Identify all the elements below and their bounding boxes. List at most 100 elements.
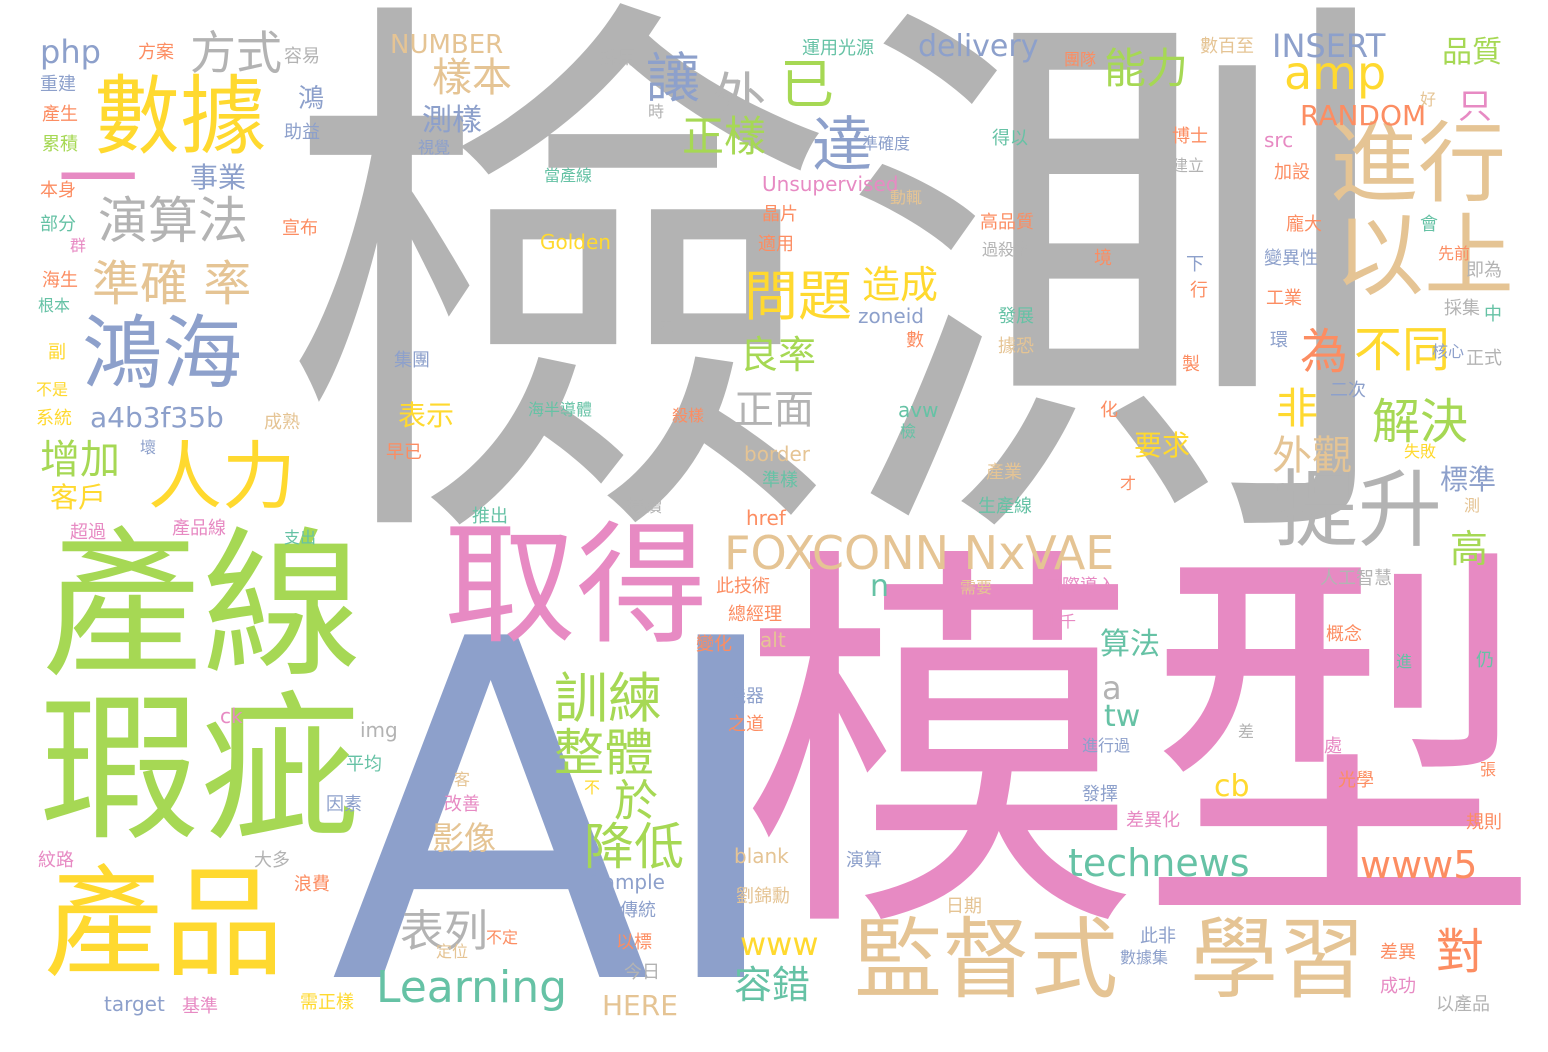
word-60: 事業: [190, 161, 247, 194]
word-157: 此技術: [716, 576, 770, 597]
word-171: 處: [1324, 736, 1342, 757]
word-45: www5: [1360, 843, 1478, 887]
word-40: 降低: [584, 818, 684, 876]
word-92: 重建: [40, 74, 76, 95]
word-174: 光學: [1338, 770, 1374, 791]
word-159: 實際導入: [1044, 576, 1116, 597]
word-26: 正樣: [682, 112, 767, 161]
word-15: FOXCONN NxVAE: [724, 526, 1115, 580]
word-199: 以產品: [1436, 994, 1490, 1015]
word-152: 支出: [284, 528, 317, 547]
word-96: 時: [648, 102, 665, 121]
word-81: ck: [220, 704, 243, 728]
word-136: 不是: [36, 380, 69, 399]
word-107: 晶片: [762, 204, 798, 225]
word-197: 需正樣: [300, 992, 354, 1013]
word-64: tw: [1104, 699, 1141, 734]
word-94: 累積: [42, 134, 78, 155]
word-162: 上千: [1044, 612, 1077, 631]
word-196: 今日: [624, 962, 660, 983]
word-158: 需要: [960, 578, 993, 597]
word-65: a: [1102, 669, 1122, 707]
word-185: 浪費: [294, 874, 330, 895]
word-149: 才: [1120, 474, 1137, 493]
word-58: NUMBER: [390, 30, 504, 60]
word-104: 加設: [1274, 162, 1310, 183]
word-169: 差: [1238, 722, 1255, 741]
word-166: 仍: [1476, 650, 1494, 671]
word-8: 鴻海: [82, 307, 242, 400]
word-50: a4b3f35b: [90, 401, 224, 434]
word-182: 紋路: [38, 850, 74, 871]
word-3: 產線: [42, 512, 363, 699]
word-73: Golden: [540, 230, 611, 254]
word-137: 二次: [1330, 380, 1366, 401]
word-24: 已: [780, 53, 834, 116]
word-32: 良率: [740, 333, 817, 377]
word-109: 高品質: [980, 212, 1034, 233]
word-153: 推出: [472, 506, 508, 527]
word-186: 傳統: [620, 900, 656, 921]
word-13: 學習: [1190, 908, 1367, 1011]
word-170: 進行過: [1082, 736, 1131, 755]
word-139: 成熟: [264, 412, 300, 433]
word-195: 成功: [1380, 976, 1416, 997]
word-67: cb: [1214, 769, 1250, 804]
word-142: 檢: [900, 422, 917, 441]
word-198: 基準: [182, 996, 218, 1017]
word-155: 生產線: [978, 496, 1032, 517]
word-47: 容錯: [734, 963, 811, 1007]
word-27: 達: [812, 111, 872, 181]
word-123: 工業: [1266, 288, 1302, 309]
word-78: blank: [734, 844, 789, 868]
word-151: 產品線: [172, 518, 226, 539]
word-6: 取得: [444, 509, 708, 663]
word-97: 視覺: [418, 138, 451, 157]
word-10: 進行: [1330, 112, 1507, 215]
word-119: 根本: [38, 296, 71, 315]
word-101: 建立: [1172, 156, 1205, 175]
word-150: 超過: [70, 522, 106, 543]
word-0: 檢測: [278, 0, 1398, 611]
word-117: 先前: [1438, 244, 1471, 263]
word-126: 採集: [1444, 298, 1480, 319]
word-115: 境: [1094, 248, 1112, 269]
word-177: 改善: [444, 794, 480, 815]
word-111: 會: [1420, 214, 1438, 235]
word-5: 產品: [44, 855, 284, 994]
word-41: 影像: [432, 819, 497, 857]
word-9: 人力: [148, 434, 296, 520]
word-187: 劉錦勳: [736, 886, 790, 907]
word-90: 好: [1420, 90, 1437, 109]
word-52: 表示: [398, 399, 455, 432]
word-37: 訓練: [554, 667, 662, 730]
word-102: 本身: [40, 180, 76, 201]
word-120: 下: [1186, 254, 1204, 275]
word-79: Sample: [590, 870, 665, 894]
word-143: 化: [1100, 400, 1118, 421]
word-112: 群: [70, 236, 87, 255]
word-29: 不同: [1354, 322, 1451, 378]
word-39: 於: [614, 776, 658, 827]
word-138: 系統: [36, 408, 72, 429]
word-173: 客: [454, 770, 471, 789]
word-167: 機器: [728, 686, 764, 707]
word-88: 團隊: [1064, 50, 1097, 69]
word-86: 容易: [284, 46, 320, 67]
word-91: 採用: [600, 48, 636, 69]
word-180: 差異化: [1126, 810, 1180, 831]
word-163: 變化: [696, 634, 732, 655]
word-55: 品質: [1442, 35, 1502, 70]
word-100: 博士: [1172, 126, 1208, 147]
word-17: 演算法: [98, 192, 248, 250]
word-98: 準確度: [862, 134, 911, 153]
word-59: php: [40, 33, 101, 71]
word-146: 早已: [386, 442, 422, 463]
word-70: 客戶: [50, 481, 107, 514]
word-160: 人工智慧: [1320, 568, 1392, 589]
word-168: 之道: [728, 714, 764, 735]
word-33: 正面: [734, 387, 814, 433]
word-191: 以標: [616, 932, 652, 953]
word-30: 問題: [744, 265, 852, 328]
